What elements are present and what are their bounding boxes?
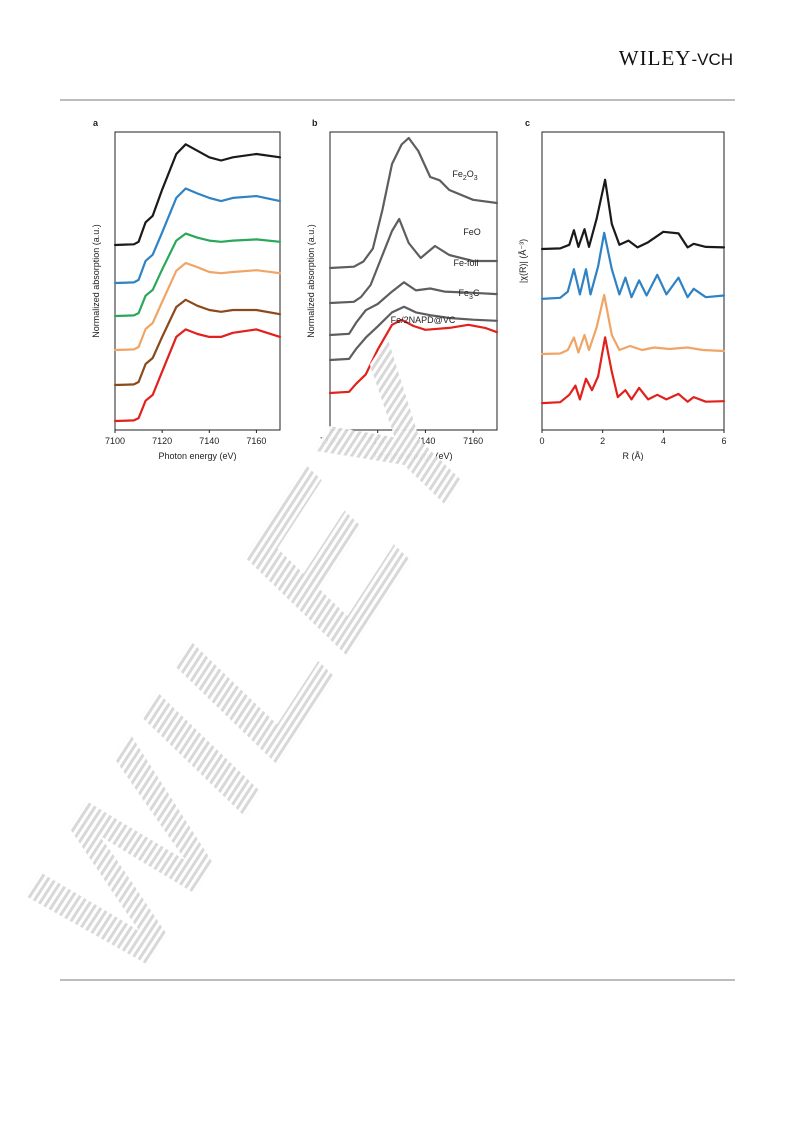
x-axis-label: Photon energy (eV): [158, 451, 236, 461]
publisher-logo: WILEY-VCH: [618, 46, 733, 70]
panel-b-series-1: [328, 136, 499, 270]
panel-b-letter: b: [312, 118, 318, 128]
panel-b-series-2: [328, 217, 499, 305]
panel-b-series-5: [328, 318, 499, 395]
footer-rule: [60, 979, 735, 981]
panel-c-series-1: [540, 178, 726, 251]
x-tick-label: 7160: [463, 436, 483, 446]
x-tick-label: 4: [661, 436, 666, 446]
panel-a-series-4: [113, 261, 282, 352]
x-tick-label: 6: [721, 436, 726, 446]
x-axis-label: R (Å): [623, 451, 644, 461]
y-axis-label: Normalized absorption (a.u.): [306, 224, 316, 338]
panel-a-series-6: [113, 328, 282, 423]
series-label: Fe3C: [459, 288, 480, 301]
panel-a-series-1: [113, 143, 282, 247]
panel-c-series-3: [540, 293, 726, 356]
panel-b-frame: [329, 131, 498, 431]
panel-c-frame: [541, 131, 725, 431]
panel-a-letter: a: [93, 118, 99, 128]
x-tick-label: 7120: [152, 436, 172, 446]
panel-c-letter: c: [525, 118, 530, 128]
panel-a-frame: [114, 131, 281, 431]
x-tick-label: 7140: [199, 436, 219, 446]
x-tick-label: 7140: [415, 436, 435, 446]
x-tick-label: 7100: [320, 436, 340, 446]
x-tick-label: 2: [600, 436, 605, 446]
panel-a-series-2: [113, 187, 282, 285]
header-rule: [60, 99, 735, 101]
x-tick-label: 7160: [246, 436, 266, 446]
panel-a-series-3: [113, 232, 282, 318]
x-tick-label: 7100: [105, 436, 125, 446]
series-label: FeO: [463, 227, 481, 237]
panel-b-series-3: [328, 281, 499, 337]
x-tick-label: 7120: [368, 436, 388, 446]
y-axis-label: |χ(R)| (Å⁻³): [518, 239, 528, 283]
y-axis-label: Normalized absorption (a.u.): [91, 224, 101, 338]
panel-b-series-4: [328, 305, 499, 362]
x-axis-label: Photon energy (eV): [374, 451, 452, 461]
series-label: Fe/2NAPD@VC: [391, 315, 456, 325]
panel-c-series-2: [540, 231, 726, 300]
series-label: Fe-foil: [453, 258, 478, 268]
panel-a-series-5: [113, 298, 282, 387]
x-tick-label: 0: [539, 436, 544, 446]
panel-c-series-4: [540, 336, 726, 405]
series-label: Fe2O3: [452, 169, 477, 182]
